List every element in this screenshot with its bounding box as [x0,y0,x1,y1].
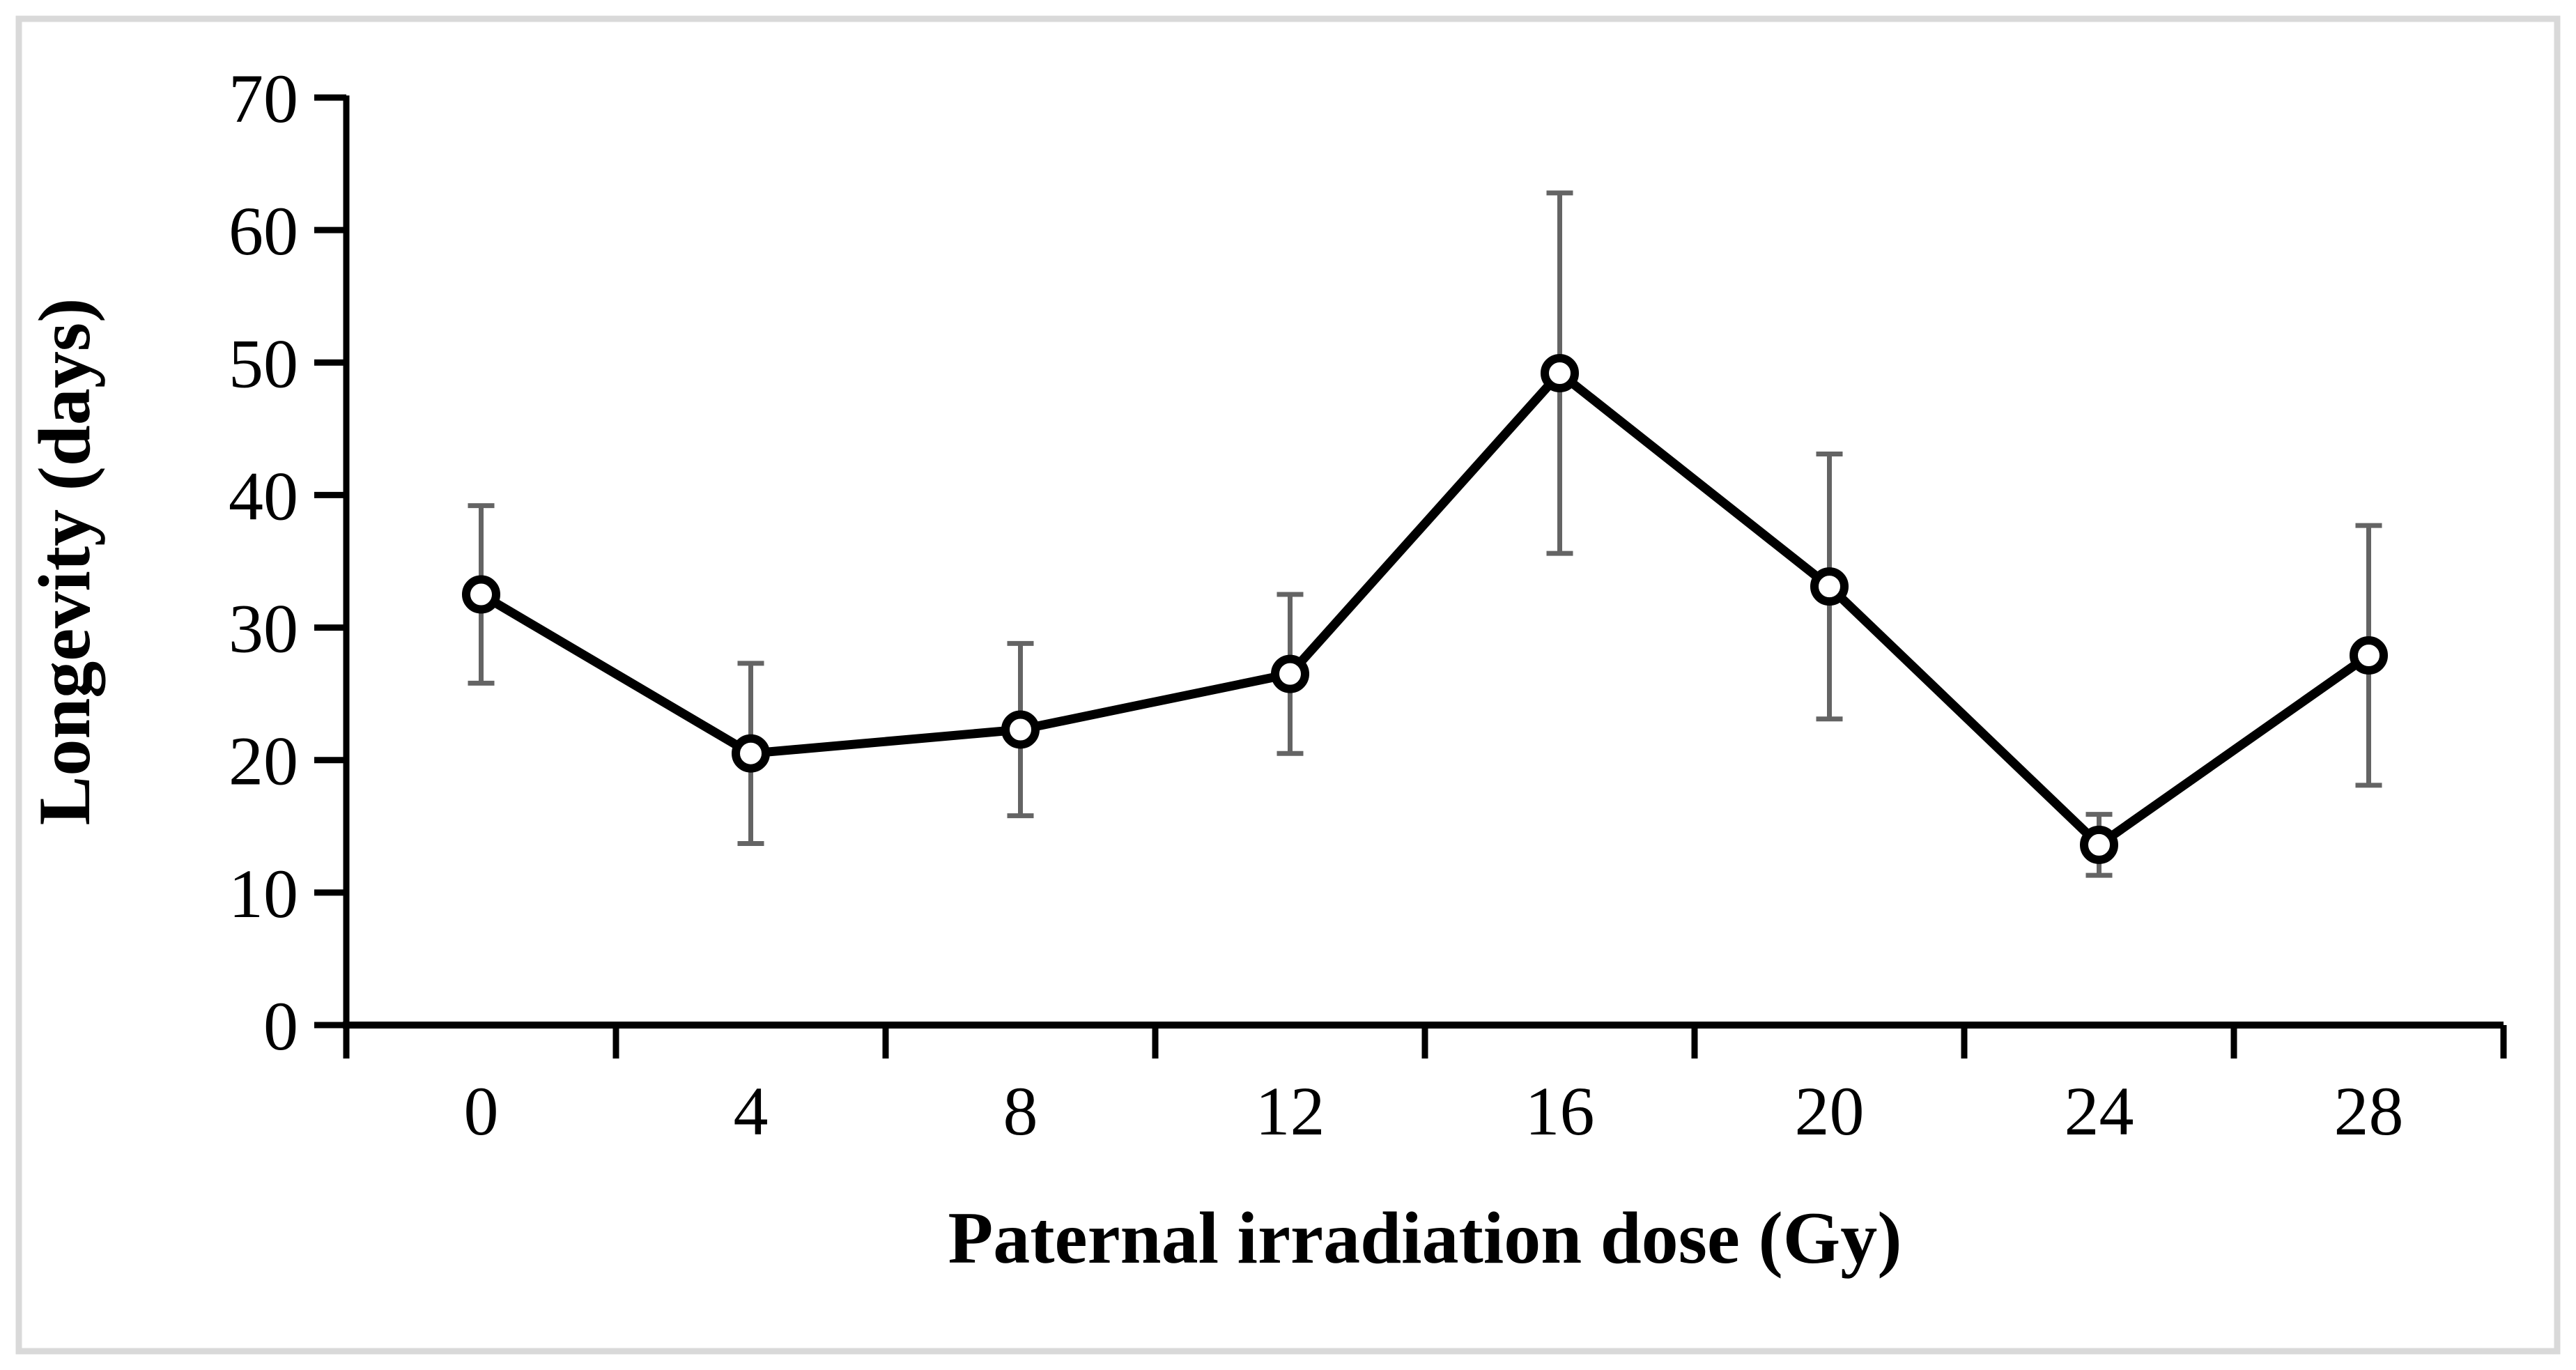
x-category-label: 20 [1795,1072,1865,1150]
data-point-marker [2350,636,2388,675]
data-point-marker [1810,567,1849,606]
x-category-label: 16 [1525,1072,1595,1150]
y-tick-label: 10 [229,855,298,932]
x-category-label: 0 [464,1072,499,1150]
y-tick-label: 60 [229,192,298,270]
x-category-label: 4 [734,1072,769,1150]
x-axis-title: Paternal irradiation dose (Gy) [948,1197,1902,1279]
y-tick-label: 50 [229,325,298,402]
data-point-marker [1001,710,1040,749]
data-point-marker [2080,825,2118,864]
y-tick-label: 40 [229,457,298,534]
y-tick-label: 70 [229,60,298,137]
data-point-marker [732,734,770,773]
y-axis-title: Longevity (days) [24,298,105,826]
y-tick-label: 20 [229,723,298,800]
x-category-label: 28 [2334,1072,2404,1150]
y-tick-label: 0 [263,987,298,1065]
tick-labels-layer: 0 10 20 30 40 50 60 70 0 4 8 12 16 20 24 28 [229,60,2404,1150]
series-line [479,368,2372,849]
chart-frame-border [15,15,2561,1355]
series-layer [462,353,2388,864]
x-category-label: 24 [2065,1072,2134,1150]
x-category-label: 12 [1256,1072,1325,1150]
data-point-marker [1271,654,1309,693]
data-point-marker [462,575,500,614]
x-category-label: 8 [1003,1072,1038,1150]
data-point-marker [1541,353,1579,392]
axes-layer [314,94,2507,1059]
error-bars-layer [468,190,2382,878]
y-tick-label: 30 [229,590,298,668]
